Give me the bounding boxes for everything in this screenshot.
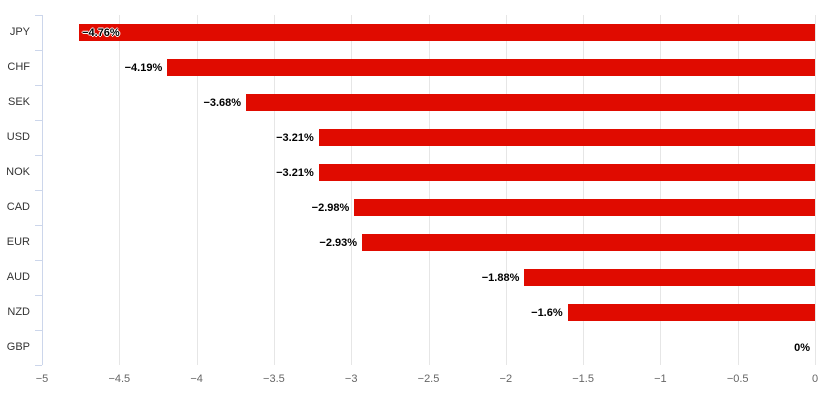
bar-value-label: −1.6% — [531, 306, 563, 319]
category-label-jpy: JPY — [9, 26, 30, 38]
category-axis-tick — [35, 120, 42, 121]
bar-jpy[interactable] — [79, 24, 815, 41]
category-axis-tick — [35, 295, 42, 296]
category-label-eur: EUR — [6, 236, 30, 248]
gridline — [815, 15, 816, 365]
category-label-gbp: GBP — [6, 341, 30, 353]
category-axis-tick — [35, 225, 42, 226]
x-axis-tick-label: 0 — [811, 373, 819, 385]
category-label-sek: SEK — [7, 96, 30, 108]
gridline — [583, 15, 585, 365]
category-axis-tick — [35, 15, 42, 16]
gridline — [428, 15, 430, 365]
category-axis-tick — [35, 365, 42, 366]
category-axis-tick — [35, 85, 42, 86]
bar-eur[interactable] — [362, 234, 815, 251]
x-axis-tick-label: −4.5 — [108, 373, 131, 385]
gridline — [351, 15, 353, 365]
bar-chf[interactable] — [167, 59, 815, 76]
category-axis-line — [42, 15, 43, 365]
bar-value-label: −2.93% — [319, 236, 358, 249]
x-axis-tick-label: −1 — [654, 373, 667, 385]
bar-nzd[interactable] — [567, 304, 815, 321]
bar-value-label: −3.21% — [276, 131, 314, 144]
bar-value-label: 0% — [794, 341, 810, 354]
bar-value-label: −2.98% — [311, 201, 350, 214]
category-label-nok: NOK — [6, 166, 30, 178]
x-axis-tick-label: −5 — [35, 373, 49, 385]
gridline — [660, 15, 662, 365]
x-axis-tick-label: −0.5 — [726, 373, 749, 385]
bar-value-label: −4.76% — [82, 26, 120, 39]
category-label-nzd: NZD — [7, 306, 30, 318]
x-axis-tick-label: −1.5 — [572, 373, 594, 385]
x-axis-tick-label: −2 — [499, 373, 513, 385]
bar-aud[interactable] — [524, 269, 815, 286]
category-label-chf: CHF — [7, 61, 30, 73]
x-axis-tick-label: −3.5 — [263, 373, 285, 385]
category-label-usd: USD — [6, 131, 30, 143]
bar-sek[interactable] — [246, 94, 815, 111]
x-axis-tick-label: −3 — [344, 373, 358, 385]
category-axis-tick — [35, 155, 42, 156]
bar-cad[interactable] — [354, 199, 815, 216]
bar-value-label: −3.21% — [276, 166, 314, 179]
gridline — [273, 15, 275, 365]
category-label-aud: AUD — [6, 271, 30, 283]
x-axis-tick-label: −4 — [190, 373, 203, 385]
bar-nok[interactable] — [318, 164, 815, 181]
gridline — [196, 15, 198, 365]
category-axis-tick — [35, 260, 42, 261]
bar-usd[interactable] — [318, 129, 815, 146]
gridline — [119, 15, 121, 365]
x-axis-tick-label: −2.5 — [417, 373, 440, 385]
bar-value-label: −1.88% — [481, 271, 520, 284]
category-axis-tick — [35, 50, 42, 51]
category-label-cad: CAD — [6, 201, 30, 213]
bar-value-label: −4.19% — [124, 61, 163, 74]
gridline — [505, 15, 507, 365]
gridline — [737, 15, 739, 365]
category-axis-tick — [35, 330, 42, 331]
category-axis-tick — [35, 190, 42, 191]
bar-value-label: −3.68% — [203, 96, 242, 109]
